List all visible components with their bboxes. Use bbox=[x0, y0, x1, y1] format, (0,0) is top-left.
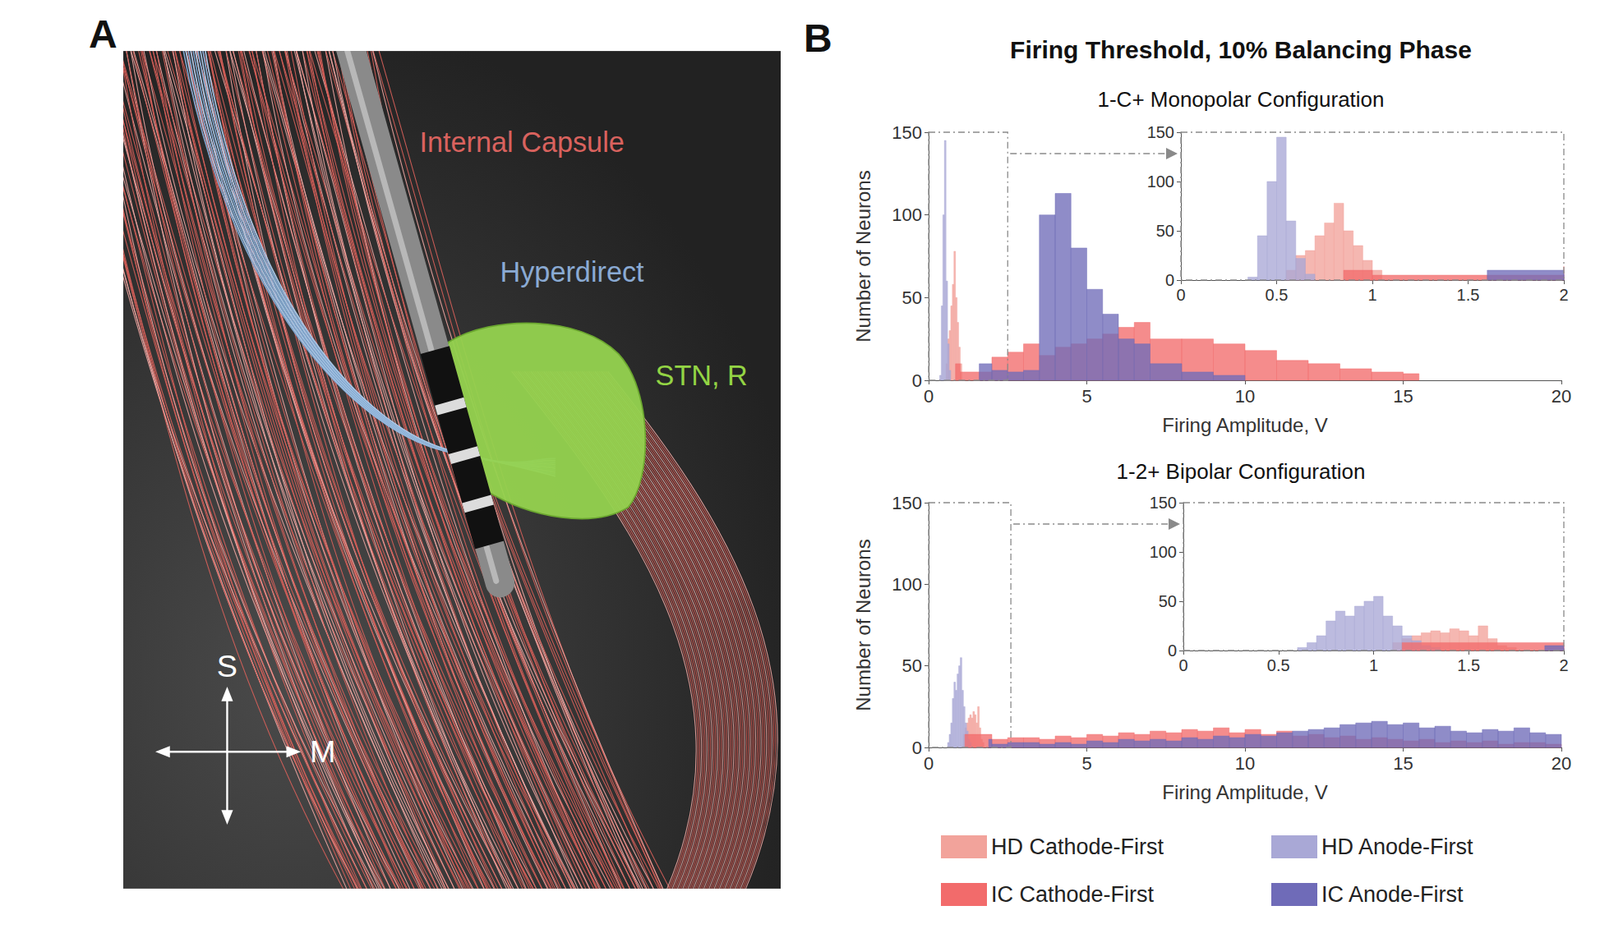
svg-text:Number of Neurons: Number of Neurons bbox=[852, 539, 875, 711]
svg-text:Internal Capsule: Internal Capsule bbox=[419, 126, 624, 158]
svg-text:150: 150 bbox=[891, 122, 923, 143]
svg-text:50: 50 bbox=[1158, 592, 1177, 611]
svg-text:0: 0 bbox=[912, 737, 923, 759]
svg-text:100: 100 bbox=[1147, 172, 1175, 191]
svg-text:100: 100 bbox=[1149, 543, 1177, 562]
svg-text:50: 50 bbox=[1156, 221, 1175, 240]
svg-text:0.5: 0.5 bbox=[1267, 656, 1291, 675]
svg-text:IC Cathode-First: IC Cathode-First bbox=[991, 882, 1155, 908]
svg-text:1.5: 1.5 bbox=[1457, 656, 1481, 675]
svg-text:IC Anode-First: IC Anode-First bbox=[1321, 882, 1464, 908]
svg-text:10: 10 bbox=[1235, 753, 1255, 775]
svg-text:20: 20 bbox=[1551, 386, 1572, 407]
svg-text:1.5: 1.5 bbox=[1457, 285, 1481, 305]
svg-text:1-C+ Monopolar Configuration: 1-C+ Monopolar Configuration bbox=[1097, 87, 1384, 112]
svg-text:0: 0 bbox=[1167, 641, 1177, 660]
svg-text:Number of Neurons: Number of Neurons bbox=[852, 170, 875, 342]
svg-text:Hyperdirect: Hyperdirect bbox=[499, 256, 645, 288]
svg-text:100: 100 bbox=[891, 204, 923, 226]
html-text:A: A bbox=[88, 12, 118, 56]
svg-text:1: 1 bbox=[1369, 656, 1379, 675]
svg-text:2: 2 bbox=[1558, 285, 1568, 305]
svg-text:B: B bbox=[803, 16, 833, 60]
svg-text:150: 150 bbox=[1147, 123, 1175, 142]
svg-text:5: 5 bbox=[1081, 753, 1092, 775]
svg-text:STN, R: STN, R bbox=[655, 359, 748, 392]
svg-text:50: 50 bbox=[902, 655, 923, 677]
svg-text:0: 0 bbox=[1165, 271, 1175, 290]
svg-text:2: 2 bbox=[1558, 656, 1568, 675]
svg-text:0: 0 bbox=[912, 370, 923, 392]
svg-text:HD Anode-First: HD Anode-First bbox=[1321, 834, 1474, 860]
svg-text:15: 15 bbox=[1392, 386, 1413, 407]
svg-text:Firing Amplitude, V: Firing Amplitude, V bbox=[1161, 781, 1328, 804]
svg-text:S: S bbox=[216, 649, 238, 684]
svg-text:50: 50 bbox=[902, 287, 923, 309]
svg-text:20: 20 bbox=[1551, 753, 1572, 775]
svg-text:150: 150 bbox=[1149, 493, 1177, 512]
svg-text:0: 0 bbox=[1175, 285, 1186, 305]
svg-text:5: 5 bbox=[1081, 386, 1092, 407]
svg-text:1: 1 bbox=[1367, 285, 1377, 305]
svg-text:M: M bbox=[309, 734, 337, 770]
svg-text:0.5: 0.5 bbox=[1265, 285, 1289, 305]
svg-text:Firing Amplitude, V: Firing Amplitude, V bbox=[1161, 414, 1328, 437]
svg-text:150: 150 bbox=[891, 493, 923, 514]
svg-text:15: 15 bbox=[1392, 753, 1413, 775]
svg-text:0: 0 bbox=[923, 753, 934, 775]
svg-text:0: 0 bbox=[1178, 656, 1188, 675]
svg-text:0: 0 bbox=[923, 386, 934, 407]
svg-text:10: 10 bbox=[1235, 386, 1255, 407]
svg-text:1-2+ Bipolar Configuration: 1-2+ Bipolar Configuration bbox=[1116, 459, 1366, 485]
svg-text:HD Cathode-First: HD Cathode-First bbox=[991, 834, 1165, 860]
svg-text:Firing Threshold, 10% Balancin: Firing Threshold, 10% Balancing Phase bbox=[1009, 36, 1472, 64]
svg-text:100: 100 bbox=[891, 574, 923, 595]
